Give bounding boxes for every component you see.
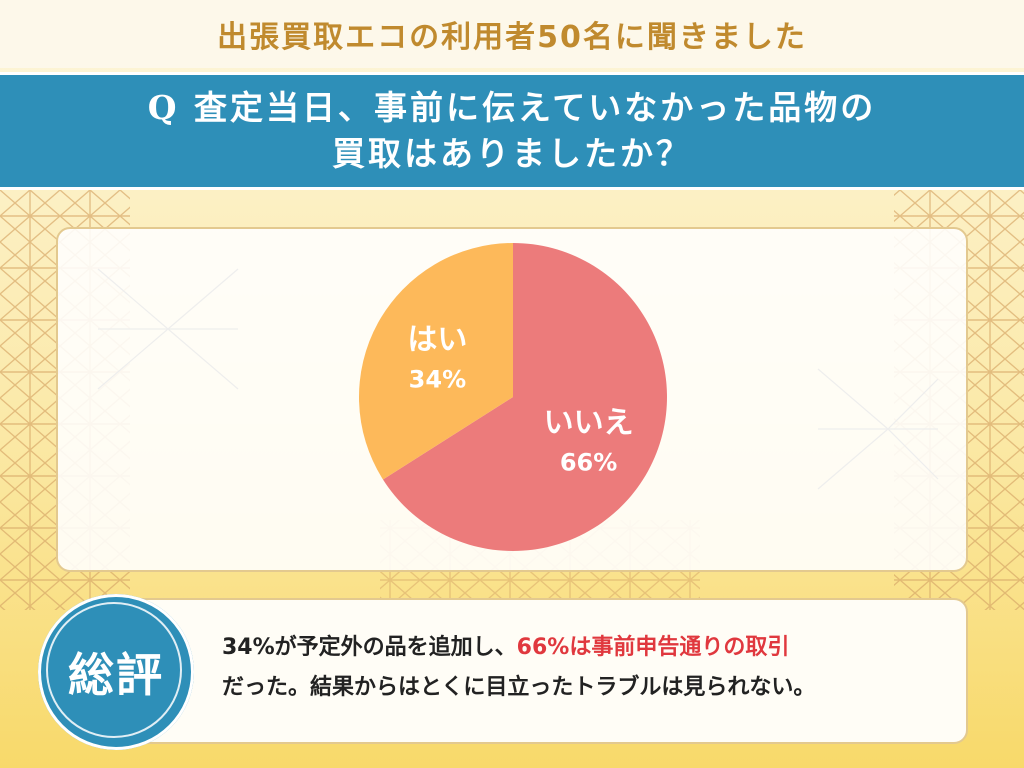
survey-heading: 出張買取エコの利用者50名に聞きました: [217, 20, 807, 55]
summary-text: 34%が予定外の品を追加し、66%は事前申告通りの取引 だった。結果からはとくに…: [222, 628, 942, 708]
question-banner: Q 査定当日、事前に伝えていなかった品物の 買取はありましたか？: [0, 72, 1024, 190]
summary-card: 34%が予定外の品を追加し、66%は事前申告通りの取引 だった。結果からはとくに…: [120, 598, 968, 744]
summary-badge: 総評: [38, 594, 194, 750]
pie-slice-label-1: はい: [407, 323, 467, 358]
pie-chart-card: いいえ 66% はい 34%: [56, 227, 968, 572]
summary-text-part-2: だった。結果からはとくに目立ったトラブルは見られない。: [222, 675, 816, 700]
badge-label: 総評: [68, 648, 164, 702]
question-line-1: Q 査定当日、事前に伝えていなかった品物の: [147, 88, 877, 127]
title-band: [0, 0, 1024, 68]
pie-chart: いいえ 66% はい 34%: [97, 243, 939, 551]
summary-text-part-1: 34%が予定外の品を追加し、: [222, 635, 517, 660]
pie-slice-0: [382, 243, 667, 551]
badge-ring: [46, 602, 182, 738]
question-line-2: 買取はありましたか？: [332, 134, 692, 173]
pie-slice-value-1: 34%: [409, 366, 466, 394]
pie-slice-1: [358, 243, 513, 480]
pie-slice-label-0: いいえ: [544, 406, 634, 441]
summary-text-highlight: 66%は事前申告通りの取引: [516, 635, 790, 660]
pie-slice-value-0: 66%: [560, 449, 617, 477]
